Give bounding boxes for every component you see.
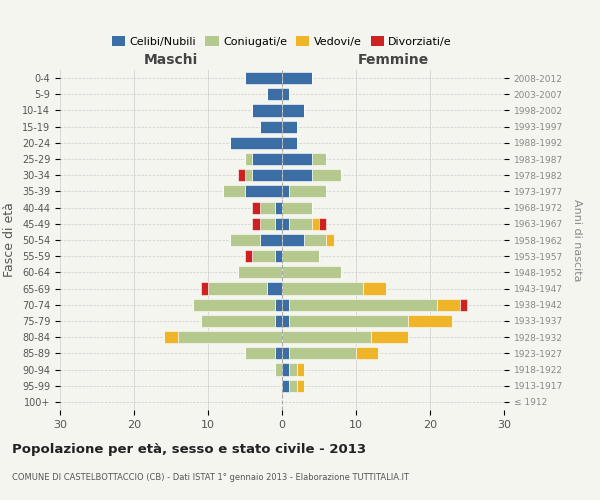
Bar: [460, 298, 467, 311]
Bar: [282, 282, 364, 294]
Bar: [437, 298, 460, 311]
Bar: [289, 380, 297, 392]
Bar: [297, 364, 304, 376]
Bar: [245, 348, 275, 360]
Bar: [245, 153, 253, 165]
Bar: [282, 364, 289, 376]
Bar: [282, 88, 289, 101]
Bar: [245, 250, 253, 262]
Bar: [230, 234, 260, 246]
Bar: [289, 298, 437, 311]
Bar: [267, 282, 282, 294]
Text: Popolazione per età, sesso e stato civile - 2013: Popolazione per età, sesso e stato civil…: [12, 442, 366, 456]
Bar: [282, 186, 289, 198]
Bar: [282, 380, 289, 392]
Bar: [282, 298, 289, 311]
Bar: [223, 186, 245, 198]
Bar: [275, 348, 282, 360]
Bar: [275, 202, 282, 213]
Bar: [311, 153, 326, 165]
Bar: [289, 348, 356, 360]
Text: COMUNE DI CASTELBOTTACCIO (CB) - Dati ISTAT 1° gennaio 2013 - Elaborazione TUTTI: COMUNE DI CASTELBOTTACCIO (CB) - Dati IS…: [12, 472, 409, 482]
Y-axis label: Fasce di età: Fasce di età: [4, 202, 16, 278]
Bar: [282, 72, 311, 84]
Bar: [311, 169, 341, 181]
Bar: [275, 218, 282, 230]
Bar: [371, 331, 408, 343]
Bar: [304, 234, 326, 246]
Bar: [245, 169, 253, 181]
Bar: [282, 120, 297, 132]
Bar: [282, 234, 304, 246]
Bar: [275, 315, 282, 327]
Bar: [238, 169, 245, 181]
Bar: [289, 186, 326, 198]
Bar: [275, 298, 282, 311]
Bar: [282, 137, 297, 149]
Bar: [230, 137, 282, 149]
Bar: [200, 282, 208, 294]
Bar: [253, 153, 282, 165]
Bar: [253, 104, 282, 117]
Bar: [253, 169, 282, 181]
Bar: [260, 234, 282, 246]
Bar: [356, 348, 378, 360]
Bar: [245, 186, 282, 198]
Bar: [275, 364, 282, 376]
Bar: [289, 364, 297, 376]
Bar: [260, 120, 282, 132]
Text: Maschi: Maschi: [144, 53, 198, 67]
Bar: [253, 250, 275, 262]
Bar: [208, 282, 267, 294]
Bar: [297, 380, 304, 392]
Bar: [260, 202, 275, 213]
Bar: [319, 218, 326, 230]
Bar: [289, 315, 408, 327]
Text: Femmine: Femmine: [358, 53, 428, 67]
Bar: [253, 218, 260, 230]
Bar: [408, 315, 452, 327]
Bar: [267, 88, 282, 101]
Bar: [178, 331, 282, 343]
Bar: [282, 153, 311, 165]
Bar: [311, 218, 319, 230]
Bar: [238, 266, 282, 278]
Bar: [282, 104, 304, 117]
Bar: [260, 218, 275, 230]
Bar: [282, 266, 341, 278]
Bar: [164, 331, 178, 343]
Bar: [193, 298, 275, 311]
Bar: [289, 218, 311, 230]
Bar: [200, 315, 275, 327]
Bar: [282, 218, 289, 230]
Bar: [282, 315, 289, 327]
Bar: [282, 169, 311, 181]
Bar: [253, 202, 260, 213]
Bar: [282, 202, 311, 213]
Bar: [282, 331, 371, 343]
Bar: [282, 348, 289, 360]
Bar: [282, 250, 319, 262]
Bar: [245, 72, 282, 84]
Bar: [275, 250, 282, 262]
Y-axis label: Anni di nascita: Anni di nascita: [572, 198, 583, 281]
Bar: [364, 282, 386, 294]
Bar: [326, 234, 334, 246]
Legend: Celibi/Nubili, Coniugati/e, Vedovi/e, Divorziati/e: Celibi/Nubili, Coniugati/e, Vedovi/e, Di…: [107, 32, 457, 51]
